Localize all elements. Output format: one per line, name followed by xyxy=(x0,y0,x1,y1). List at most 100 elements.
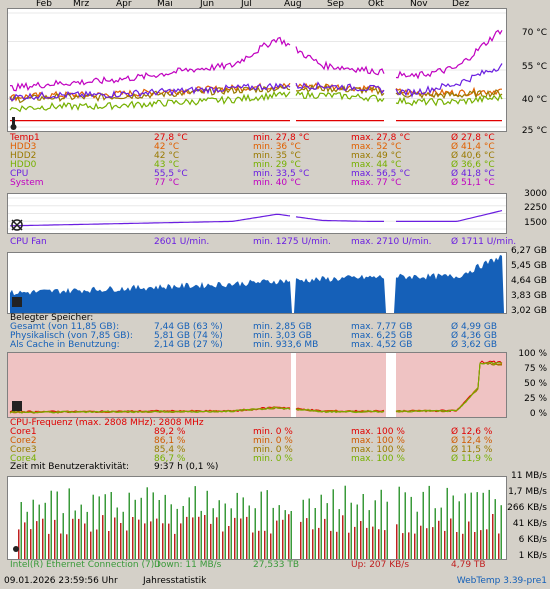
axis-tick-label: 11 MB/s xyxy=(511,471,547,481)
net-bar-up xyxy=(264,530,266,559)
net-bar-down xyxy=(446,487,448,559)
gap xyxy=(393,353,396,417)
temp-axis: 70 °C 55 °C 40 °C 25 °C xyxy=(507,8,550,136)
net-bar-down xyxy=(278,505,280,559)
net-bar-down xyxy=(170,504,172,559)
cpu-load-chart-panel xyxy=(7,352,507,418)
series-line-cpu xyxy=(9,63,503,102)
legend-row: Temp1 27,8 °C min. 27,8 °C max. 27,8 °C Ø 27… xyxy=(0,134,550,143)
axis-tick-label: 4,64 GB xyxy=(510,276,547,286)
legend-name: Core1 xyxy=(10,427,37,437)
network-axis: 11 MB/s 1,7 MB/s 266 KB/s 41 KB/s 6 KB/s 1 KB… xyxy=(507,472,550,564)
net-bar-up xyxy=(150,521,152,559)
net-bar-down xyxy=(404,492,406,559)
net-bar-down xyxy=(200,510,202,559)
net-bar-down xyxy=(26,511,28,559)
legend-min: min. 27,8 °C xyxy=(253,133,310,143)
legend-row: Core4 86,7 % min. 0 % max. 100 % Ø 11,9 % xyxy=(0,455,550,464)
footer-version-link[interactable]: WebTemp 3.39-pre1 xyxy=(456,576,547,586)
legend-cur: 85,4 % xyxy=(154,445,186,455)
net-bar-down xyxy=(374,500,376,559)
net-bar-up xyxy=(384,530,386,559)
legend-min: min. 36 °C xyxy=(253,142,301,152)
memory-axis: 6,27 GB 5,45 GB 4,64 GB 3,83 GB 3,02 GB xyxy=(507,244,550,320)
fan-icon xyxy=(11,219,23,231)
cpu-frequency: CPU-Frequenz (max. 2808 MHz): 2808 MHz xyxy=(10,418,204,428)
network-legend-row: Intel(R) Ethernet Connection (7) I Down:… xyxy=(0,561,550,570)
fan-axis: 3000 2250 1500 xyxy=(507,190,550,234)
user-activity-label: Zeit mit Benutzeraktivität: xyxy=(10,462,130,472)
axis-tick-label: 6,27 GB xyxy=(510,246,547,256)
net-bar-up xyxy=(420,525,422,559)
net-bar-up xyxy=(156,518,158,559)
legend-cur: 5,81 GB (74 %) xyxy=(154,331,223,341)
legend-min: min. 40 °C xyxy=(253,178,301,188)
net-bar-down xyxy=(368,510,370,559)
net-bar-down xyxy=(236,492,238,559)
net-bar-down xyxy=(500,505,502,559)
legend-max: max. 7,77 GB xyxy=(351,322,413,332)
legend-row: Physikalisch (von 7,85 GB): 5,81 GB (74 %… xyxy=(0,332,550,341)
net-bar-up xyxy=(498,533,500,559)
net-bar-down xyxy=(410,496,412,559)
net-bar-down xyxy=(452,495,454,559)
net-bar-up xyxy=(462,533,464,559)
axis-tick-label: 3,83 GB xyxy=(510,291,547,301)
legend-avg: Ø 51,1 °C xyxy=(451,178,495,188)
net-bar-down xyxy=(416,511,418,559)
net-bar-up xyxy=(234,517,236,559)
net-bar-up xyxy=(36,521,38,559)
month-label-nov: Nov xyxy=(410,0,428,9)
net-bar-up xyxy=(78,518,80,559)
net-bar-up xyxy=(282,519,284,559)
net-bar-up xyxy=(186,516,188,559)
legend-name: Physikalisch (von 7,85 GB): xyxy=(10,331,133,341)
net-bar-down xyxy=(164,494,166,559)
net-bar-up xyxy=(198,516,200,559)
net-bar-down xyxy=(344,485,346,559)
net-bar-down xyxy=(128,492,130,559)
net-bar-up xyxy=(354,526,356,559)
footer-datetime: 09.01.2026 23:59:56 Uhr xyxy=(4,576,118,586)
axis-tick-label: 1 KB/s xyxy=(518,551,547,561)
temperature-chart xyxy=(8,12,506,130)
network-chart-panel xyxy=(7,476,507,560)
memory-chip-icon xyxy=(12,297,22,307)
month-label-mrz: Mrz xyxy=(73,0,90,9)
legend-avg: Ø 4,99 GB xyxy=(451,322,497,332)
net-bar-up xyxy=(168,523,170,559)
net-bar-up xyxy=(372,526,374,559)
gap xyxy=(386,353,393,417)
legend-cur: 86,7 % xyxy=(154,454,186,464)
axis-tick-label: 70 °C xyxy=(521,28,547,38)
net-bar-up xyxy=(450,518,452,559)
net-bar-up xyxy=(96,529,98,559)
net-bar-up xyxy=(258,530,260,559)
fan-legend-row: CPU Fan 2601 U/min. min. 1275 U/min. max… xyxy=(0,238,550,247)
cpu-load-background xyxy=(8,353,506,417)
net-bar-up xyxy=(30,529,32,559)
legend-avg: Ø 11,9 % xyxy=(451,454,493,464)
month-label-sep: Sep xyxy=(327,0,344,9)
legend-min: min. 2,85 GB xyxy=(253,322,312,332)
legend-name: Als Cache in Benutzung: xyxy=(10,340,120,350)
net-bar-up xyxy=(126,530,128,559)
net-bar-down xyxy=(212,508,214,559)
legend-row: HDD3 42 °C min. 36 °C max. 52 °C Ø 41,4 °C xyxy=(0,143,550,152)
net-bar-down xyxy=(86,511,88,559)
legend-row: CPU 55,5 °C min. 33,5 °C max. 56,5 °C Ø 41,8… xyxy=(0,170,550,179)
legend-max: max. 27,8 °C xyxy=(351,133,411,143)
legend-cur: 2,14 GB (27 %) xyxy=(154,340,223,350)
legend-cur: 43 °C xyxy=(154,160,180,170)
legend-avg: Ø 27,8 °C xyxy=(451,133,495,143)
net-bar-down xyxy=(362,494,364,559)
legend-max: max. 100 % xyxy=(351,427,405,437)
net-bar-down xyxy=(182,506,184,559)
legend-cur: 77 °C xyxy=(154,178,180,188)
net-bar-down xyxy=(476,492,478,559)
net-bar-up xyxy=(276,520,278,559)
month-label-aug: Aug xyxy=(284,0,302,9)
legend-min: min. 0 % xyxy=(253,454,293,464)
net-bar-up xyxy=(204,515,206,559)
axis-tick-label: 6 KB/s xyxy=(518,535,547,545)
